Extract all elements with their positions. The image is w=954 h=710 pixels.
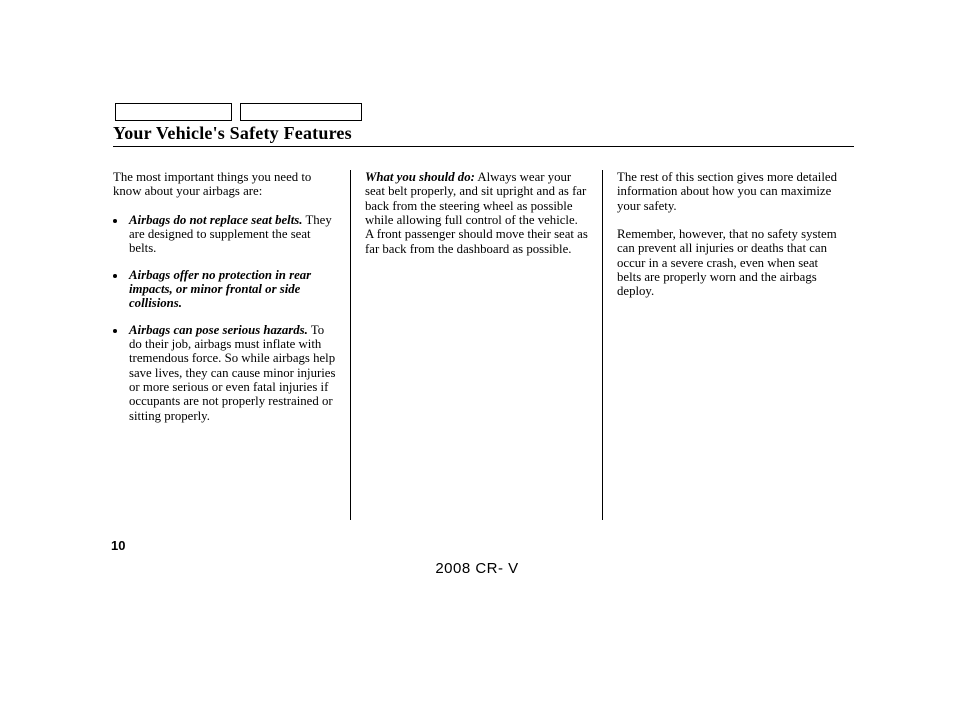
header-box-1 bbox=[115, 103, 232, 121]
col3-para1: The rest of this section gives more deta… bbox=[617, 170, 840, 213]
bullet-body: To do their job, airbags must inflate wi… bbox=[129, 323, 335, 423]
col2-lead-label: What you should do: bbox=[365, 170, 475, 184]
bullet-label: Airbags do not replace seat belts. bbox=[129, 213, 302, 227]
page-number: 10 bbox=[111, 538, 125, 553]
footer-model: 2008 CR- V bbox=[0, 560, 954, 577]
bullet-item: Airbags do not replace seat belts. They … bbox=[127, 213, 336, 256]
column-1: The most important things you need to kn… bbox=[113, 170, 350, 520]
bullet-item: Airbags can pose serious hazards. To do … bbox=[127, 323, 336, 423]
bullet-label: Airbags offer no protection in rear impa… bbox=[129, 268, 311, 311]
title-rule bbox=[113, 146, 854, 147]
header-box-row bbox=[115, 103, 362, 121]
col1-bullets: Airbags do not replace seat belts. They … bbox=[113, 213, 336, 423]
content-columns: The most important things you need to kn… bbox=[113, 170, 854, 520]
bullet-label: Airbags can pose serious hazards. bbox=[129, 323, 308, 337]
manual-page: Your Vehicle's Safety Features The most … bbox=[0, 0, 954, 710]
col1-intro: The most important things you need to kn… bbox=[113, 170, 336, 199]
col3-para2: Remember, however, that no safety system… bbox=[617, 227, 840, 299]
column-2: What you should do: Always wear your sea… bbox=[350, 170, 602, 520]
column-3: The rest of this section gives more deta… bbox=[602, 170, 854, 520]
bullet-item: Airbags offer no protection in rear impa… bbox=[127, 268, 336, 311]
section-title: Your Vehicle's Safety Features bbox=[113, 123, 352, 144]
header-box-2 bbox=[240, 103, 362, 121]
col2-para: What you should do: Always wear your sea… bbox=[365, 170, 588, 256]
